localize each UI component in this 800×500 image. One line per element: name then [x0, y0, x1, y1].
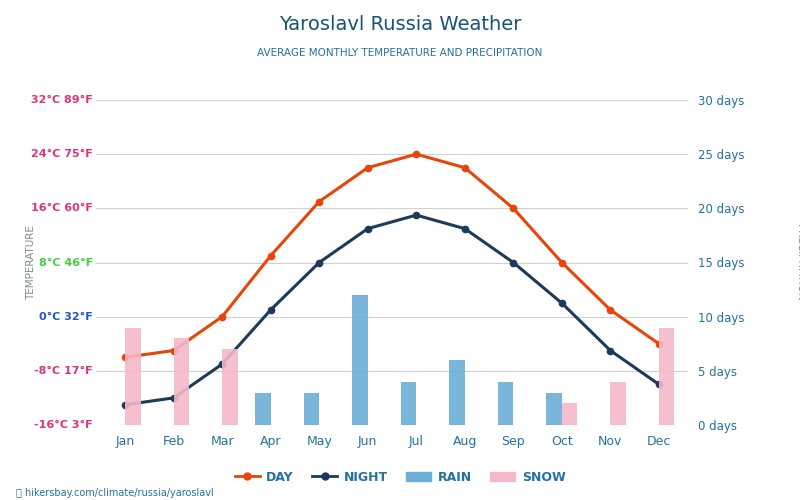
Y-axis label: TEMPERATURE: TEMPERATURE [26, 225, 36, 300]
Text: 0°C 32°F: 0°C 32°F [39, 312, 93, 322]
Text: 24°C 75°F: 24°C 75°F [31, 149, 93, 159]
Bar [498, 382, 514, 425]
Text: 8°C 46°F: 8°C 46°F [38, 258, 93, 268]
Bar [174, 338, 189, 425]
Text: -8°C 17°F: -8°C 17°F [34, 366, 93, 376]
Text: 32°C 89°F: 32°C 89°F [31, 95, 93, 105]
Legend: DAY, NIGHT, RAIN, SNOW: DAY, NIGHT, RAIN, SNOW [230, 466, 570, 489]
Bar [562, 404, 578, 425]
Bar [659, 328, 674, 425]
Bar [352, 295, 368, 425]
Bar [125, 328, 141, 425]
Bar [304, 392, 319, 425]
Text: -16°C 3°F: -16°C 3°F [34, 420, 93, 430]
Bar [546, 392, 562, 425]
Bar [401, 382, 416, 425]
Text: Yaroslavl Russia Weather: Yaroslavl Russia Weather [279, 15, 521, 34]
Y-axis label: PRECIPITATION: PRECIPITATION [794, 224, 800, 301]
Text: AVERAGE MONTHLY TEMPERATURE AND PRECIPITATION: AVERAGE MONTHLY TEMPERATURE AND PRECIPIT… [258, 48, 542, 58]
Text: 16°C 60°F: 16°C 60°F [31, 204, 93, 214]
Text: 📍 hikersbay.com/climate/russia/yaroslavl: 📍 hikersbay.com/climate/russia/yaroslavl [16, 488, 214, 498]
Bar [450, 360, 465, 425]
Bar [222, 349, 238, 425]
Bar [255, 392, 270, 425]
Bar [610, 382, 626, 425]
